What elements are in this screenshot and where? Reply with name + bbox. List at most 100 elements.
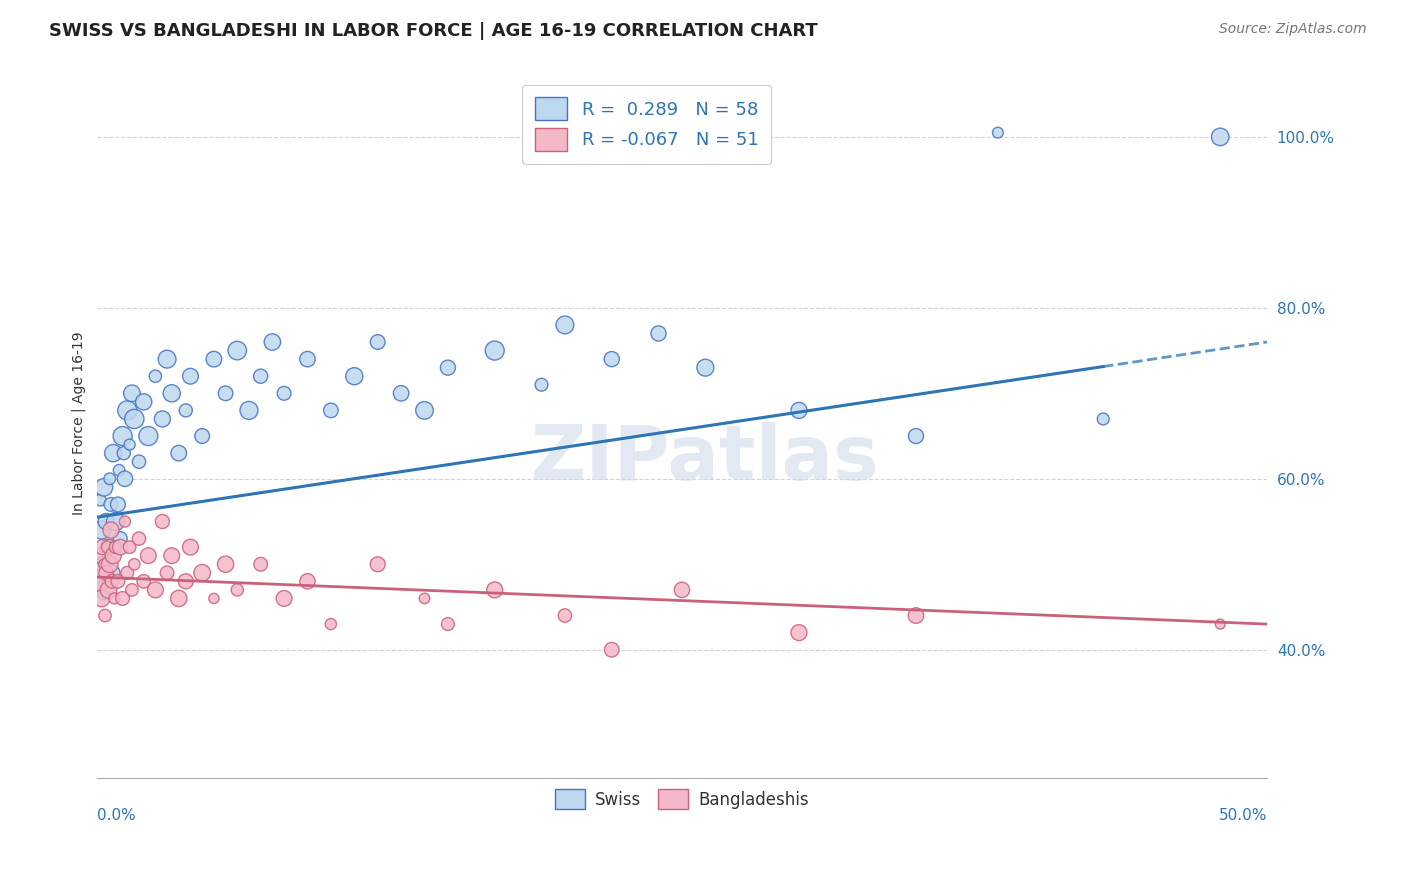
Point xyxy=(179,369,201,384)
Point xyxy=(437,360,460,375)
Point xyxy=(262,334,284,349)
Point xyxy=(143,582,166,597)
Point xyxy=(167,446,190,460)
Point xyxy=(273,386,295,401)
Point xyxy=(202,591,225,606)
Point xyxy=(98,472,121,486)
Point xyxy=(297,574,319,589)
Point xyxy=(93,480,115,494)
Text: Source: ZipAtlas.com: Source: ZipAtlas.com xyxy=(1219,22,1367,37)
Point xyxy=(600,642,623,657)
Point xyxy=(124,412,146,426)
Point xyxy=(226,582,249,597)
Point xyxy=(1209,129,1232,144)
Point xyxy=(138,429,160,443)
Point xyxy=(103,446,125,460)
Point xyxy=(150,412,173,426)
Point xyxy=(249,369,271,384)
Point xyxy=(484,582,506,597)
Point xyxy=(121,582,143,597)
Point xyxy=(132,574,155,589)
Text: 50.0%: 50.0% xyxy=(1219,808,1267,823)
Text: ZIPatlas: ZIPatlas xyxy=(531,422,880,496)
Point xyxy=(111,429,134,443)
Point xyxy=(103,549,125,563)
Point xyxy=(107,574,129,589)
Point xyxy=(273,591,295,606)
Point xyxy=(96,540,118,554)
Point xyxy=(671,582,693,597)
Point xyxy=(118,437,141,451)
Point xyxy=(600,352,623,367)
Point xyxy=(121,386,143,401)
Point xyxy=(107,497,129,511)
Point xyxy=(114,515,136,529)
Point xyxy=(226,343,249,358)
Point xyxy=(647,326,669,341)
Legend: Swiss, Bangladeshis: Swiss, Bangladeshis xyxy=(546,779,818,819)
Point xyxy=(150,515,173,529)
Point xyxy=(367,334,389,349)
Point xyxy=(117,566,139,580)
Point xyxy=(319,403,342,417)
Point xyxy=(787,403,810,417)
Point xyxy=(167,591,190,606)
Point xyxy=(319,617,342,632)
Point xyxy=(101,566,124,580)
Point xyxy=(118,540,141,554)
Point xyxy=(1209,617,1232,632)
Point xyxy=(97,582,120,597)
Point xyxy=(484,343,506,358)
Point xyxy=(128,455,150,469)
Point xyxy=(96,566,118,580)
Point xyxy=(90,591,112,606)
Point xyxy=(143,369,166,384)
Point xyxy=(202,352,225,367)
Point xyxy=(249,558,271,572)
Point xyxy=(132,395,155,409)
Point xyxy=(112,446,135,460)
Point xyxy=(100,523,122,537)
Point xyxy=(96,515,118,529)
Y-axis label: In Labor Force | Age 16-19: In Labor Force | Age 16-19 xyxy=(72,332,86,515)
Text: SWISS VS BANGLADESHI IN LABOR FORCE | AGE 16-19 CORRELATION CHART: SWISS VS BANGLADESHI IN LABOR FORCE | AG… xyxy=(49,22,818,40)
Point xyxy=(103,591,125,606)
Point xyxy=(108,463,131,477)
Point xyxy=(97,540,120,554)
Point xyxy=(101,574,124,589)
Point xyxy=(367,558,389,572)
Point xyxy=(117,403,139,417)
Point xyxy=(413,591,436,606)
Point xyxy=(174,574,197,589)
Point xyxy=(89,570,111,584)
Point xyxy=(191,566,214,580)
Point xyxy=(124,558,146,572)
Point xyxy=(987,126,1010,140)
Point xyxy=(787,625,810,640)
Point xyxy=(156,352,179,367)
Point xyxy=(160,549,183,563)
Point xyxy=(413,403,436,417)
Point xyxy=(530,377,553,392)
Point xyxy=(214,386,236,401)
Point xyxy=(104,540,127,554)
Point xyxy=(104,515,127,529)
Point xyxy=(156,566,179,580)
Point xyxy=(343,369,366,384)
Point xyxy=(114,472,136,486)
Point xyxy=(214,558,236,572)
Point xyxy=(94,582,117,597)
Point xyxy=(389,386,412,401)
Point xyxy=(90,523,112,537)
Point xyxy=(904,429,927,443)
Point xyxy=(89,493,111,508)
Text: 0.0%: 0.0% xyxy=(97,808,135,823)
Point xyxy=(110,540,132,554)
Point xyxy=(297,352,319,367)
Point xyxy=(91,558,114,572)
Point xyxy=(98,558,121,572)
Point xyxy=(1092,412,1115,426)
Point xyxy=(111,591,134,606)
Point xyxy=(554,318,576,332)
Point xyxy=(93,558,115,572)
